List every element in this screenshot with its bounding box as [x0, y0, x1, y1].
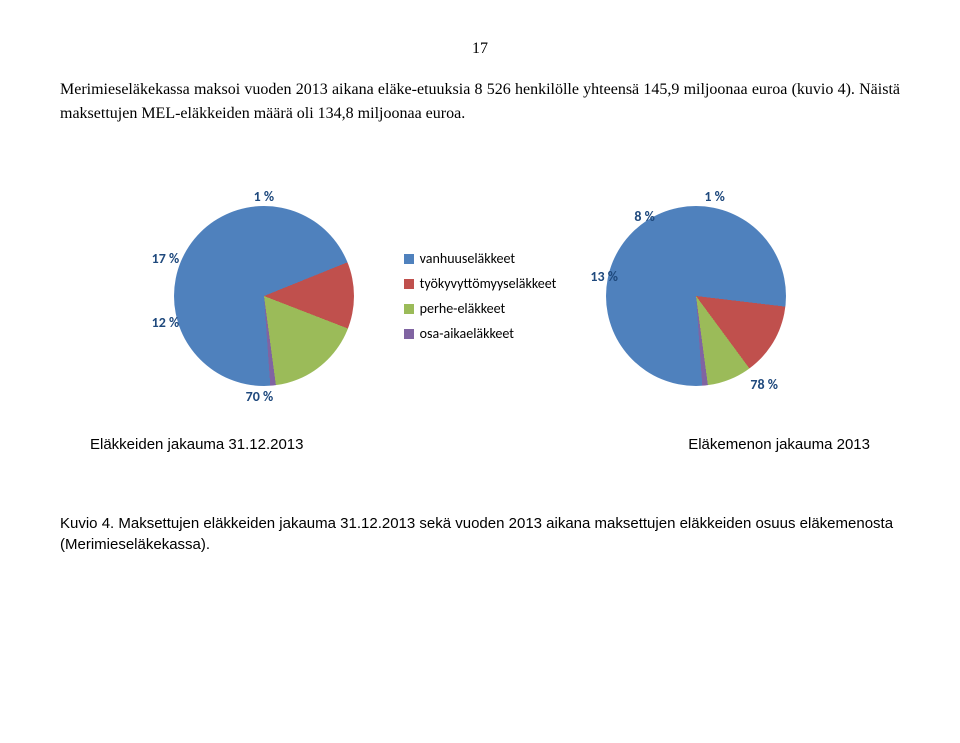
- legend-label: vanhuuseläkkeet: [420, 250, 515, 267]
- legend-label: perhe-eläkkeet: [420, 300, 506, 317]
- pie-slice-label: 17 %: [152, 250, 180, 267]
- legend-item: osa-aikaeläkkeet: [404, 325, 557, 342]
- pie-slice-label: 78 %: [750, 376, 778, 393]
- legend-swatch-icon: [404, 304, 414, 314]
- legend: vanhuuseläkkeet työkyvyttömyyseläkkeet per…: [404, 250, 557, 342]
- left-chart-title: Eläkkeiden jakauma 31.12.2013: [90, 436, 304, 453]
- legend-label: osa-aikaeläkkeet: [420, 325, 514, 342]
- page-number: 17: [60, 40, 900, 58]
- pie-slice-label: 1 %: [704, 188, 724, 205]
- legend-swatch-icon: [404, 329, 414, 339]
- left-pie: [174, 206, 354, 386]
- right-pie: [606, 206, 786, 386]
- left-pie-wrap: 70 % 12 % 17 % 1 %: [154, 186, 374, 406]
- legend-item: perhe-eläkkeet: [404, 300, 557, 317]
- body-paragraph: Merimieseläkekassa maksoi vuoden 2013 ai…: [60, 78, 900, 126]
- right-pie-wrap: 78 % 13 % 8 % 1 %: [586, 186, 806, 406]
- chart-titles-row: Eläkkeiden jakauma 31.12.2013 Eläkemenon…: [90, 436, 870, 453]
- legend-swatch-icon: [404, 254, 414, 264]
- right-chart-block: 78 % 13 % 8 % 1 %: [586, 186, 806, 406]
- pie-slice-label: 12 %: [152, 314, 180, 331]
- pie-slice-label: 13 %: [590, 268, 618, 285]
- pie-slice-label: 8 %: [634, 208, 654, 225]
- legend-item: vanhuuseläkkeet: [404, 250, 557, 267]
- left-chart-block: 70 % 12 % 17 % 1 %: [154, 186, 374, 406]
- legend-swatch-icon: [404, 279, 414, 289]
- right-chart-title: Eläkemenon jakauma 2013: [688, 436, 870, 453]
- pie-slice-label: 1 %: [254, 188, 274, 205]
- charts-row: 70 % 12 % 17 % 1 % vanhuuseläkkeet työkyvytt…: [60, 186, 900, 406]
- figure-caption: Kuvio 4. Maksettujen eläkkeiden jakauma …: [60, 513, 900, 555]
- legend-label: työkyvyttömyyseläkkeet: [420, 275, 557, 292]
- pie-slice-label: 70 %: [246, 388, 274, 405]
- legend-item: työkyvyttömyyseläkkeet: [404, 275, 557, 292]
